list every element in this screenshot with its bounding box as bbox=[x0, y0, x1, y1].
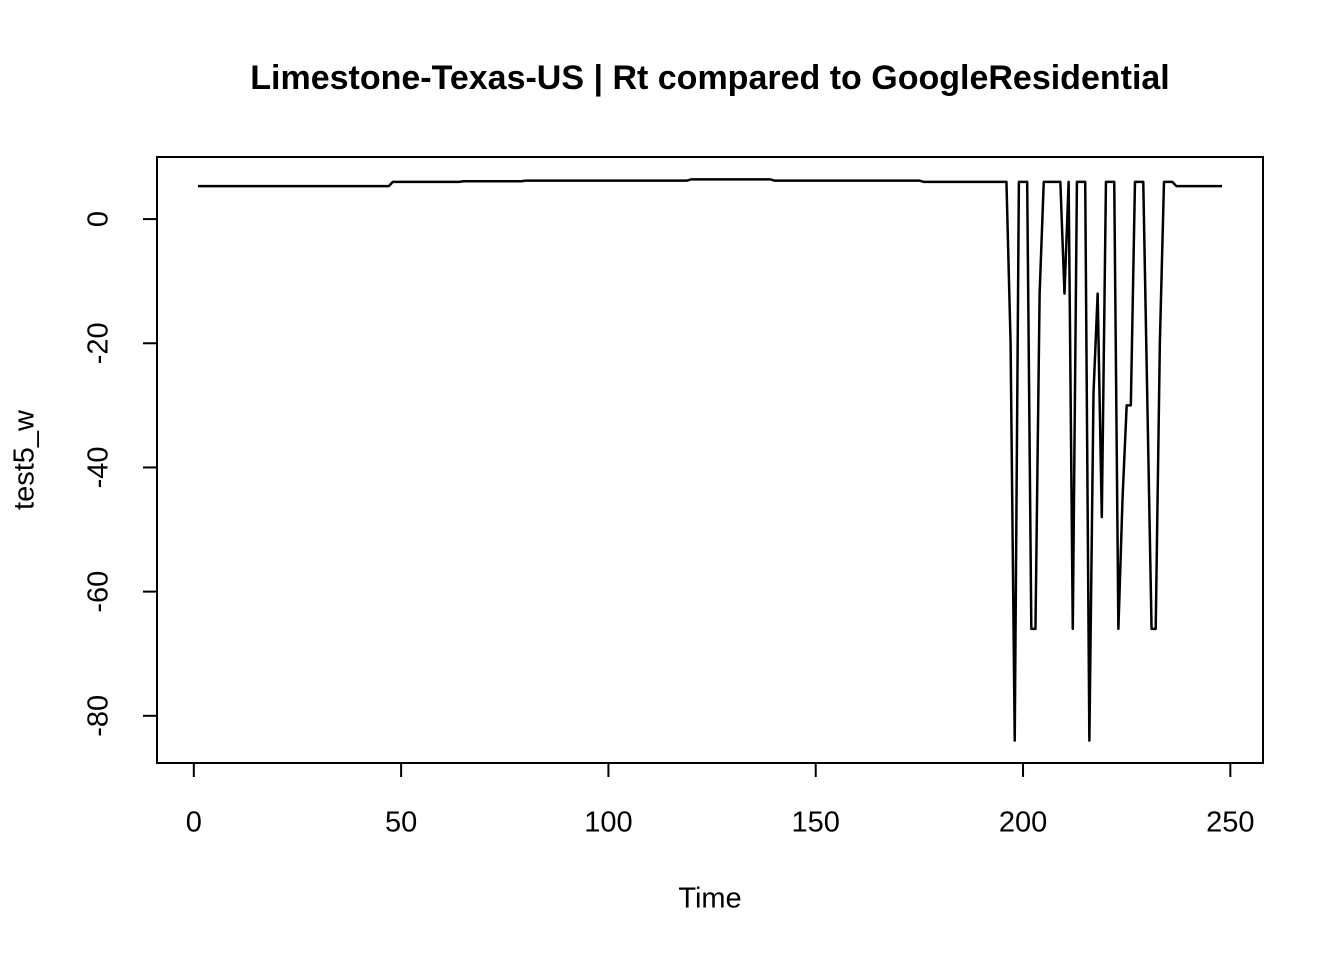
x-tick-label: 0 bbox=[186, 807, 202, 839]
x-tick-label: 100 bbox=[584, 807, 632, 839]
x-tick-label: 250 bbox=[1206, 807, 1254, 839]
x-tick-label: 200 bbox=[999, 807, 1047, 839]
y-tick-label: -40 bbox=[83, 446, 115, 488]
x-tick-label: 150 bbox=[792, 807, 840, 839]
y-axis-label: test5_w bbox=[9, 409, 41, 510]
data-line bbox=[197, 178, 1223, 742]
x-tick-label: 50 bbox=[385, 807, 417, 839]
y-tick-label: 0 bbox=[83, 211, 115, 227]
y-tick-label: -80 bbox=[83, 695, 115, 737]
x-axis-label: Time bbox=[678, 883, 741, 915]
chart-title: Limestone-Texas-US | Rt compared to Goog… bbox=[250, 59, 1170, 97]
y-tick-label: -20 bbox=[83, 322, 115, 364]
y-tick-label: -60 bbox=[83, 571, 115, 613]
